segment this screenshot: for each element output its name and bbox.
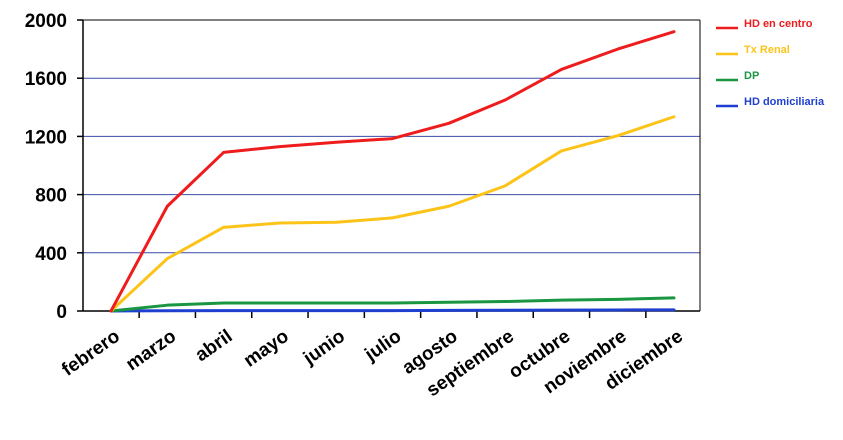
legend-label: Tx Renal (744, 44, 790, 56)
legend-label: DP (744, 70, 759, 82)
legend-label: HD en centro (744, 18, 813, 30)
y-tick-label: 0 (56, 302, 67, 323)
x-tick-label: julio (361, 326, 406, 366)
x-tick-label: febrero (58, 326, 124, 381)
series-lines (109, 30, 676, 313)
x-tick-label: marzo (122, 326, 180, 375)
series-line-tx-renal (109, 115, 676, 313)
x-tick-label: junio (299, 326, 349, 370)
y-tick-label: 1600 (25, 69, 67, 90)
x-tick-label: mayo (240, 326, 293, 372)
series-line-hd-en-centro (109, 30, 676, 313)
axes (77, 19, 701, 318)
legend-label: HD domiciliaria (744, 96, 825, 108)
y-tick-label: 800 (35, 186, 67, 207)
x-tick-label: abril (192, 326, 237, 366)
series-line-dp (109, 296, 676, 313)
series-line-hd-domiciliaria (109, 308, 676, 313)
y-tick-label: 2000 (25, 11, 67, 32)
y-tick-label: 400 (35, 244, 67, 265)
legend: HD en centro Tx Renal DP HD domiciliaria (716, 18, 825, 108)
y-tick-label: 1200 (25, 127, 67, 148)
y-axis-ticks: 0 400 800 1200 1600 2000 (25, 11, 67, 323)
